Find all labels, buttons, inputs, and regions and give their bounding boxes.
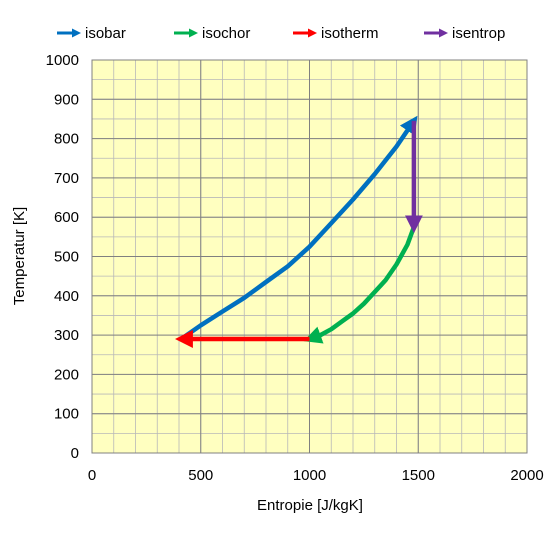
- x-tick-label: 1500: [402, 467, 435, 484]
- plot-frame: [91, 59, 528, 454]
- legend-label-isochor: isochor: [202, 25, 250, 42]
- x-tick-label: 1000: [293, 467, 326, 484]
- x-axis-ticks: 0 500 1000 1500 2000: [88, 467, 544, 484]
- y-tick-label: 800: [54, 131, 79, 148]
- y-tick-label: 900: [54, 91, 79, 108]
- legend-label-isotherm: isotherm: [321, 25, 379, 42]
- y-tick-label: 700: [54, 170, 79, 187]
- y-tick-label: 400: [54, 288, 79, 305]
- legend-arrow-isochor: [189, 28, 198, 38]
- y-tick-label: 1000: [46, 52, 79, 69]
- y-tick-label: 500: [54, 249, 79, 266]
- x-tick-label: 0: [88, 467, 96, 484]
- y-tick-label: 300: [54, 327, 79, 344]
- legend-arrow-isobar: [72, 28, 81, 38]
- series-layer: [174, 115, 423, 348]
- legend-item-isochor: isochor: [174, 25, 250, 42]
- y-tick-label: 100: [54, 406, 79, 423]
- y-tick-label: 0: [71, 445, 79, 462]
- x-axis-title: Entropie [J/kgK]: [257, 497, 363, 514]
- legend-label-isobar: isobar: [85, 25, 126, 42]
- legend: isobar isochor isotherm isentrop: [57, 25, 505, 42]
- x-tick-label: 500: [188, 467, 213, 484]
- series-isochor-line: [303, 226, 417, 344]
- x-tick-label: 2000: [510, 467, 543, 484]
- legend-item-isentrop: isentrop: [424, 25, 505, 42]
- legend-label-isentrop: isentrop: [452, 25, 505, 42]
- y-axis-title: Temperatur [K]: [11, 207, 28, 305]
- legend-item-isotherm: isotherm: [293, 25, 379, 42]
- y-tick-label: 600: [54, 209, 79, 226]
- legend-arrow-isentrop: [439, 28, 448, 38]
- y-axis-ticks: 0 100 200 300 400 500 600 700 800 900 1000: [46, 52, 79, 462]
- legend-item-isobar: isobar: [57, 25, 126, 42]
- y-tick-label: 200: [54, 366, 79, 383]
- series-isobar-line: [179, 115, 418, 341]
- legend-arrow-isotherm: [308, 28, 317, 38]
- major-gridlines: [92, 60, 527, 453]
